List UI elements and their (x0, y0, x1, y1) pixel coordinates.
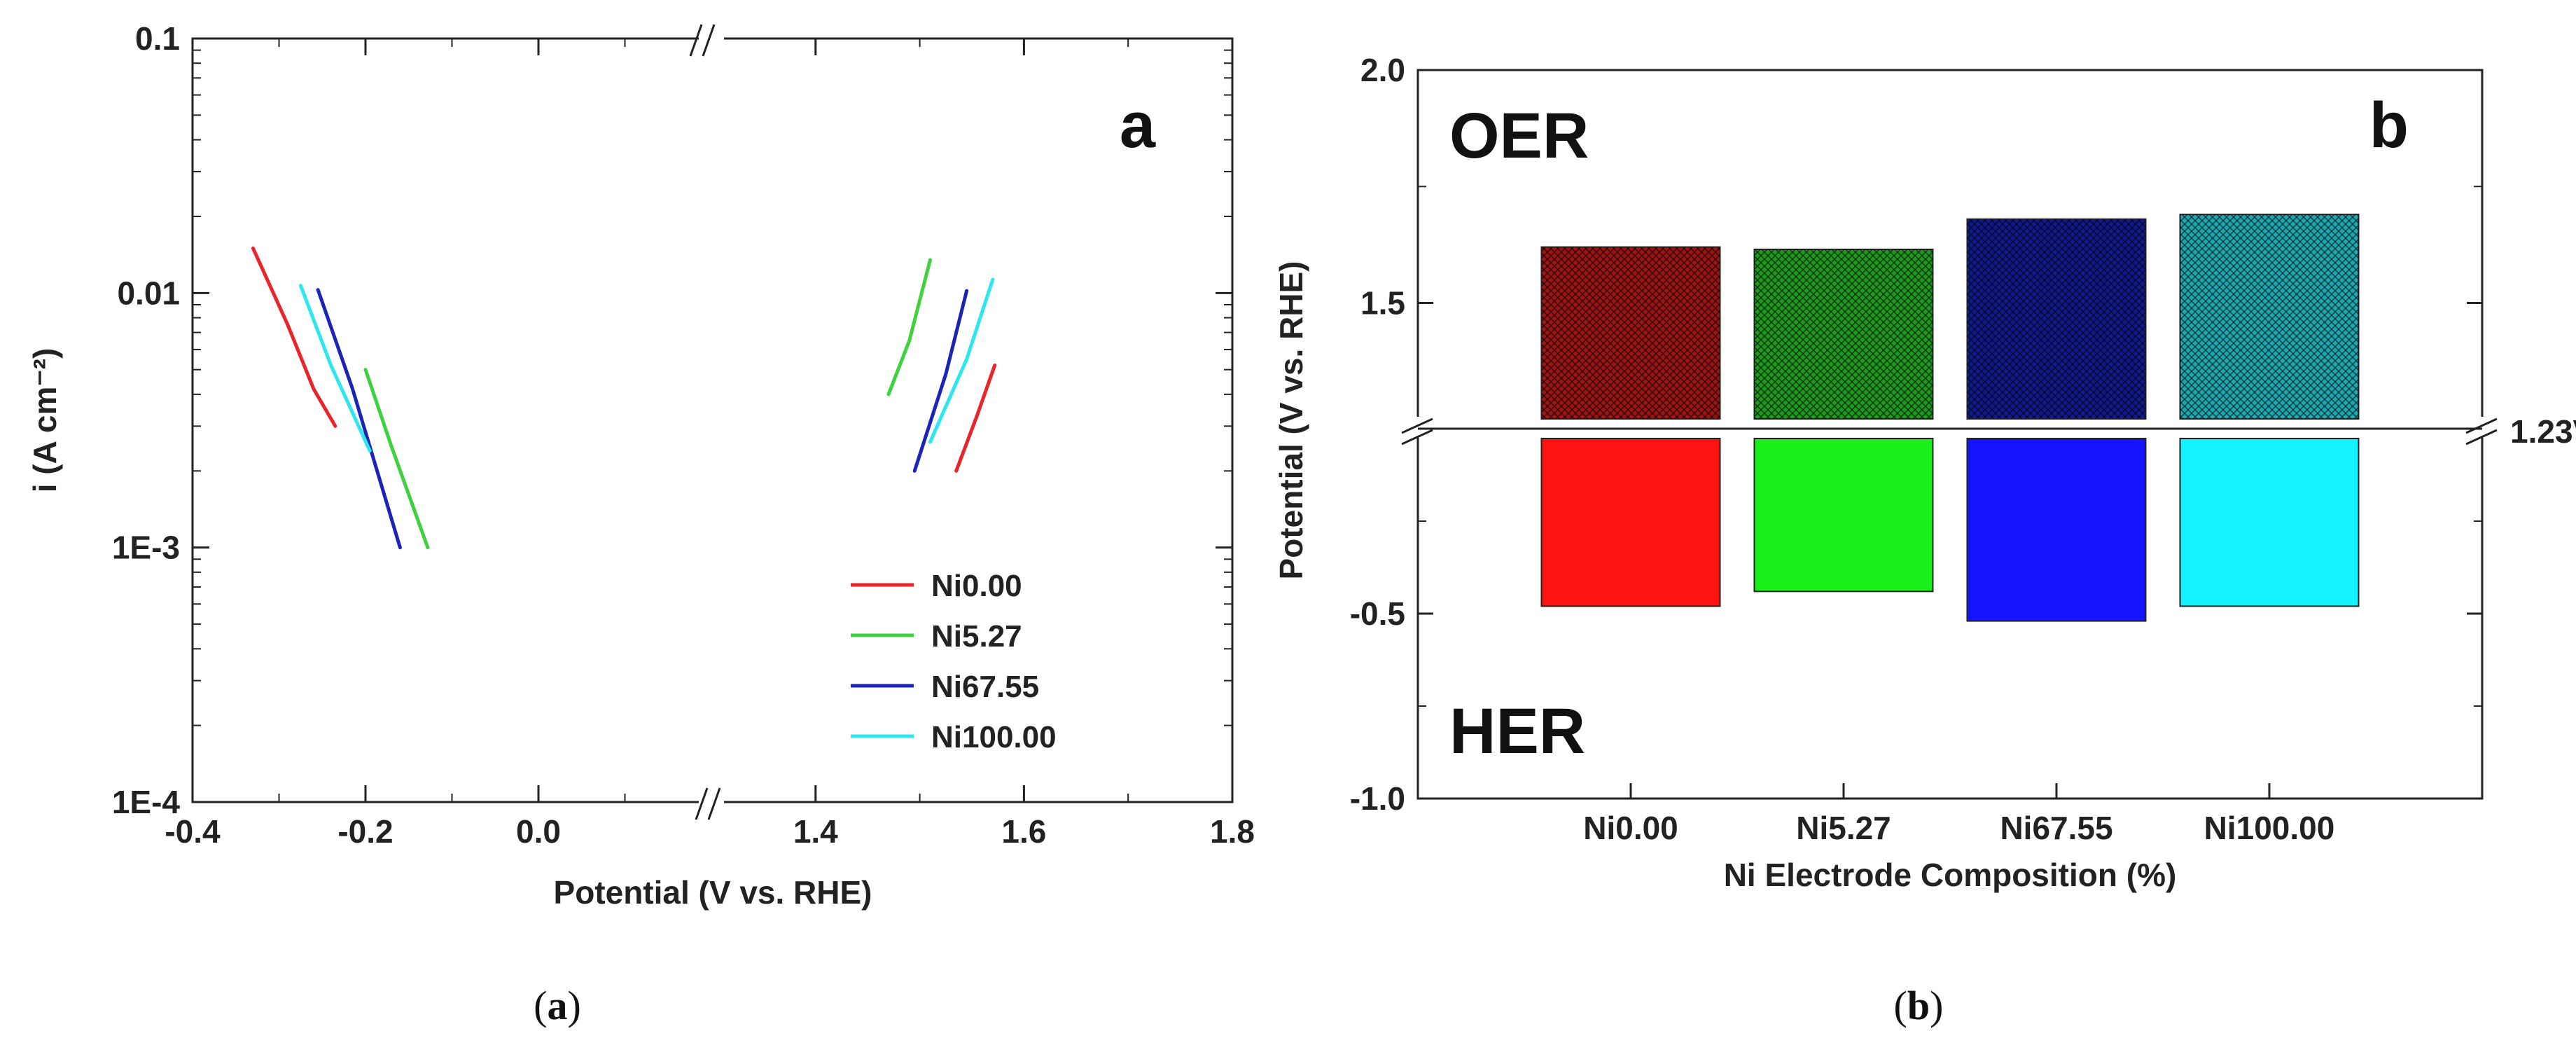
caption-a: (a) (534, 983, 581, 1028)
panel-a-legend: Ni0.00 Ni5.27 Ni67.55 Ni100.00 (851, 569, 1057, 754)
series-line-ni0-00-oer (954, 364, 997, 473)
her-bar-ni100-00 (2179, 438, 2360, 607)
series-line-ni67-55-oer (912, 289, 969, 473)
panel-b-break-mark (2465, 429, 2498, 445)
series-line-ni100-00-her (298, 284, 372, 453)
panel-b-break-mark (1401, 429, 1433, 445)
series-line-ni100-00-oer (928, 277, 995, 444)
panel-a-break-mark (702, 24, 716, 57)
legend-label-ni67-55: Ni67.55 (931, 670, 1039, 704)
panel-b-chart: 2.0 1.5 -0.5 -1.0 Ni0.00 Ni5.27 Ni67.55 Ni100.… (1273, 52, 2576, 893)
panel-a-chart: 0.1 0.01 1E-3 1E-4 -0.4 -0.2 0.0 1.4 1.6 1.8 a P… (27, 20, 1255, 911)
panel-b-break-value-label: 1.23V (2510, 413, 2576, 450)
panel-a-xtick-label: 0.0 (516, 813, 561, 850)
panel-a-xtick-label: 1.6 (1001, 813, 1046, 850)
her-bar-ni67-55 (1966, 438, 2147, 622)
caption-a-letter: a (548, 983, 568, 1028)
panel-b-her-label: HER (1449, 696, 1585, 767)
series-line-ni67-55-her (316, 288, 402, 550)
her-bar-ni5-27 (1753, 438, 1934, 593)
panel-a-xtick-label: 1.4 (793, 813, 838, 850)
panel-a-letter: a (1120, 90, 1156, 161)
panel-a-ytick-label: 1E-4 (112, 784, 181, 820)
caption-b-letter: b (1907, 983, 1930, 1028)
panel-a-ytick-label: 0.01 (117, 275, 180, 311)
panel-b-letter: b (2369, 90, 2409, 161)
panel-a-xtick-label: -0.4 (165, 813, 221, 850)
panel-a-ytick-label: 0.1 (135, 20, 180, 57)
panel-b-break-mark (1401, 417, 1433, 434)
oer-bar-hatch-ni5-27 (1754, 249, 1933, 419)
panel-b-break-mark (2465, 417, 2498, 434)
panel-a-plot-frame (191, 37, 1234, 803)
panel-a-break-mark (689, 24, 703, 57)
panel-b-oer-label: OER (1449, 100, 1589, 172)
panel-a-xtick-label: -0.2 (337, 813, 393, 850)
legend-label-ni0-00: Ni0.00 (931, 569, 1022, 603)
legend-label-ni100-00: Ni100.00 (931, 720, 1057, 754)
panel-b-ytick-label: 1.5 (1360, 284, 1405, 321)
oer-bar-hatch-ni100-00 (2180, 214, 2359, 419)
panel-a-break-mark (695, 787, 709, 820)
panel-b-ylabel: Potential (V vs. RHE) (1273, 261, 1309, 580)
panel-b-xtick-label-ni5-27: Ni5.27 (1796, 810, 1891, 846)
legend-label-ni5-27: Ni5.27 (931, 619, 1022, 654)
panel-b-ytick-label: -0.5 (1350, 595, 1405, 632)
series-line-ni0-00-her (251, 246, 337, 428)
panel-b-xtick-label-ni67-55: Ni67.55 (2000, 810, 2112, 846)
panel-b-xtick-label-ni100-00: Ni100.00 (2204, 810, 2335, 846)
panel-a-break-mark (707, 787, 721, 820)
panel-a-ytick-label: 1E-3 (112, 530, 180, 566)
panel-b-xlabel: Ni Electrode Composition (%) (1724, 857, 2177, 893)
panel-a-xlabel: Potential (V vs. RHE) (554, 874, 872, 911)
panel-b-axis-break-gap (1407, 417, 2493, 438)
panel-b-xtick-label-ni0-00: Ni0.00 (1583, 810, 1678, 846)
caption-b: (b) (1894, 983, 1944, 1028)
panel-b-ytick-label: -1.0 (1350, 780, 1405, 817)
oer-bar-hatch-ni0-00 (1541, 247, 1720, 419)
panel-a-ylabel: i (A cm⁻²) (27, 348, 63, 493)
her-bar-ni0-00 (1540, 438, 1721, 607)
series-line-ni5-27-oer (886, 258, 932, 396)
panel-b-ytick-label: 2.0 (1360, 52, 1405, 88)
series-line-ni5-27-her (363, 368, 430, 550)
panel-a-xtick-label: 1.8 (1210, 813, 1255, 850)
oer-bar-hatch-ni67-55 (1967, 219, 2146, 419)
